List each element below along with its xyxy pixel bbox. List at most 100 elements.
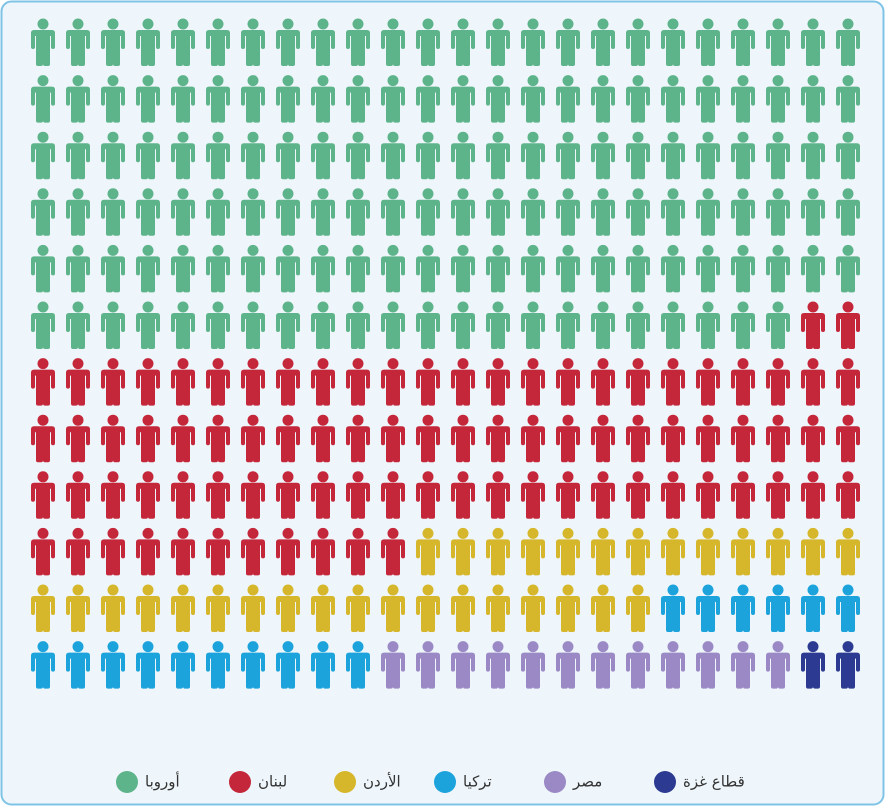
icon-head	[247, 527, 259, 539]
icon-body	[101, 539, 125, 576]
icon-body	[66, 482, 90, 519]
person-icon	[171, 358, 195, 406]
icon-head	[667, 131, 679, 143]
icon-body	[661, 143, 685, 180]
icon-head	[562, 131, 574, 143]
icon-body	[311, 369, 335, 406]
icon-head	[807, 414, 819, 426]
icon-body	[276, 596, 300, 632]
icon-head	[772, 471, 784, 483]
icon-head	[842, 527, 854, 539]
person-icon	[206, 414, 230, 463]
person-icon	[31, 18, 55, 66]
person-icon	[801, 75, 825, 123]
legend-swatch	[654, 771, 676, 793]
icon-head	[107, 527, 119, 539]
icon-body	[626, 313, 650, 349]
icon-body	[206, 482, 230, 519]
person-icon	[486, 188, 510, 236]
person-icon	[136, 301, 160, 349]
icon-head	[457, 18, 469, 30]
person-icon	[66, 527, 90, 576]
person-icon	[66, 244, 90, 293]
icon-body	[241, 426, 265, 463]
icon-head	[702, 641, 714, 653]
icon-body	[381, 539, 405, 576]
icon-head	[737, 301, 749, 313]
icon-body	[171, 30, 195, 66]
icon-head	[597, 641, 609, 653]
icon-body	[311, 426, 335, 463]
person-icon	[486, 358, 510, 406]
icon-body	[101, 596, 125, 632]
icon-body	[766, 596, 790, 632]
icon-head	[597, 358, 609, 370]
icon-head	[247, 471, 259, 483]
icon-head	[37, 358, 49, 370]
person-icon	[136, 641, 160, 689]
person-icon	[626, 414, 650, 463]
legend-swatch	[229, 771, 251, 793]
icon-head	[632, 131, 644, 143]
person-icon	[556, 18, 580, 66]
icon-head	[422, 414, 434, 426]
person-icon	[556, 414, 580, 463]
person-icon	[346, 131, 370, 180]
person-icon	[276, 18, 300, 66]
icon-head	[667, 188, 679, 200]
legend-swatch	[434, 771, 456, 793]
icon-body	[521, 652, 545, 689]
person-icon	[731, 584, 755, 632]
icon-head	[492, 75, 504, 87]
icon-head	[422, 301, 434, 313]
icon-body	[31, 30, 55, 66]
person-icon	[801, 18, 825, 66]
person-icon	[346, 244, 370, 293]
icon-body	[241, 539, 265, 576]
icon-head	[527, 414, 539, 426]
icon-body	[626, 369, 650, 406]
icon-body	[521, 539, 545, 576]
icon-body	[521, 596, 545, 632]
person-icon	[696, 131, 720, 180]
person-icon	[451, 358, 475, 406]
icon-body	[66, 426, 90, 463]
icon-head	[842, 301, 854, 313]
icon-head	[492, 188, 504, 200]
icon-head	[247, 358, 259, 370]
person-icon	[416, 244, 440, 293]
icon-head	[177, 244, 189, 256]
icon-body	[311, 313, 335, 349]
icon-head	[737, 244, 749, 256]
person-icon	[556, 131, 580, 180]
icon-head	[527, 18, 539, 30]
person-icon	[101, 641, 125, 689]
person-icon	[171, 131, 195, 180]
icon-body	[836, 426, 860, 463]
icon-head	[527, 301, 539, 313]
icon-head	[667, 584, 679, 596]
icon-body	[276, 369, 300, 406]
icon-head	[457, 244, 469, 256]
icon-head	[177, 301, 189, 313]
icon-head	[562, 641, 574, 653]
person-icon	[696, 301, 720, 349]
icon-body	[731, 596, 755, 632]
icon-body	[731, 539, 755, 576]
person-icon	[416, 471, 440, 519]
icon-head	[352, 188, 364, 200]
person-icon	[766, 414, 790, 463]
icon-body	[696, 539, 720, 576]
person-icon	[801, 301, 825, 349]
person-icon	[381, 527, 405, 576]
icon-body	[836, 539, 860, 576]
icon-body	[136, 256, 160, 293]
icon-body	[486, 256, 510, 293]
icon-head	[387, 18, 399, 30]
person-icon	[206, 641, 230, 689]
icon-head	[247, 244, 259, 256]
icon-head	[667, 358, 679, 370]
icon-body	[346, 313, 370, 349]
icon-head	[632, 584, 644, 596]
person-icon	[801, 188, 825, 236]
